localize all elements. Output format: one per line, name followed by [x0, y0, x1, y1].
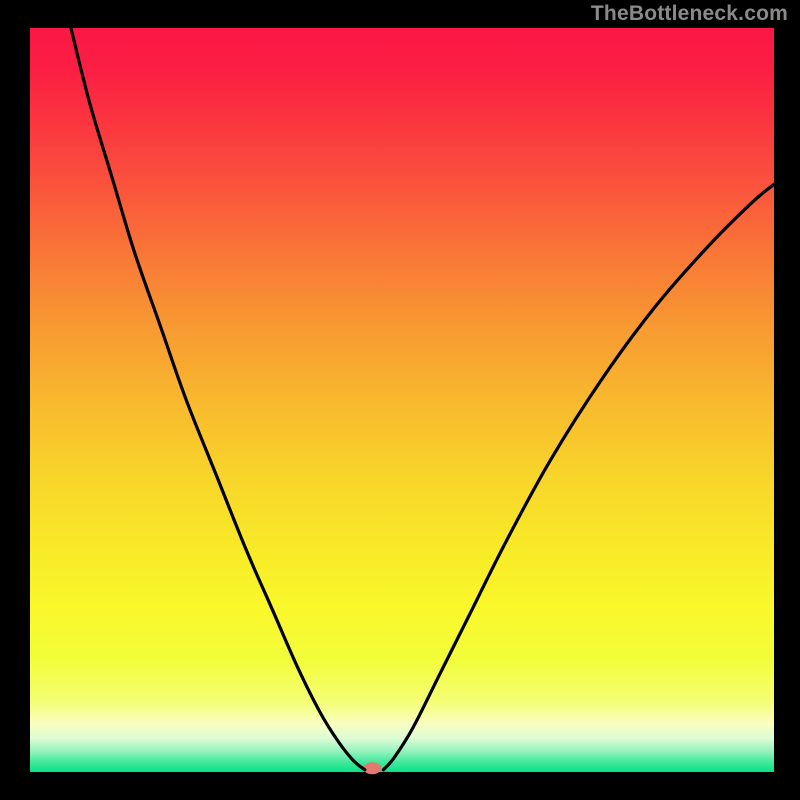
optimal-marker: [363, 762, 381, 774]
bottleneck-chart: [0, 0, 800, 800]
chart-container: TheBottleneck.com: [0, 0, 800, 800]
watermark-text: TheBottleneck.com: [591, 2, 788, 26]
plot-background: [30, 28, 774, 772]
